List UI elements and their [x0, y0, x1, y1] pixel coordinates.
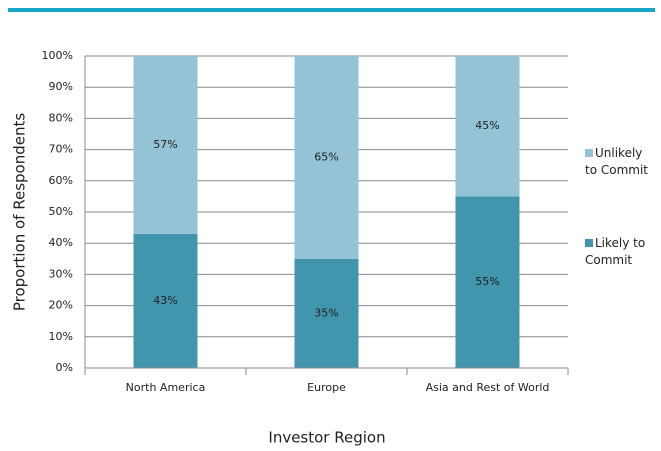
bar-segment — [133, 56, 198, 234]
header-stripe — [8, 8, 655, 12]
y-tick-label: 80% — [49, 111, 73, 124]
data-label: 55% — [475, 275, 499, 288]
y-tick-label: 70% — [49, 143, 73, 156]
legend-label: Likely to Commit — [585, 236, 646, 267]
bar-segment — [133, 233, 198, 368]
legend-label: Unlikely to Commit — [585, 146, 648, 177]
legend-swatch — [585, 239, 593, 247]
x-tick-label: North America — [126, 381, 206, 394]
y-tick-label: 100% — [42, 49, 73, 62]
y-tick-label: 40% — [49, 236, 73, 249]
x-tick-label: Asia and Rest of World — [426, 381, 550, 394]
data-label: 57% — [153, 138, 177, 151]
data-label: 35% — [314, 306, 338, 319]
x-axis-title: Investor Region — [268, 429, 385, 447]
bar-segment — [294, 56, 359, 259]
x-tick-label: Europe — [307, 381, 346, 394]
y-tick-label: 30% — [49, 267, 73, 280]
legend-item: Likely to Commit — [585, 235, 655, 269]
y-tick-label: 0% — [56, 361, 73, 374]
y-tick-label: 10% — [49, 330, 73, 343]
legend-swatch — [585, 149, 593, 157]
bar-segment — [455, 196, 520, 368]
y-tick-label: 90% — [49, 80, 73, 93]
legend-item: Unlikely to Commit — [585, 145, 655, 179]
y-tick-label: 20% — [49, 299, 73, 312]
data-label: 43% — [153, 294, 177, 307]
data-label: 45% — [475, 119, 499, 132]
data-label: 65% — [314, 150, 338, 163]
bar-segment — [294, 258, 359, 368]
y-tick-label: 50% — [49, 205, 73, 218]
y-tick-label: 60% — [49, 174, 73, 187]
bar-segment — [455, 56, 520, 197]
y-axis-title: Proportion of Respondents — [11, 113, 29, 312]
